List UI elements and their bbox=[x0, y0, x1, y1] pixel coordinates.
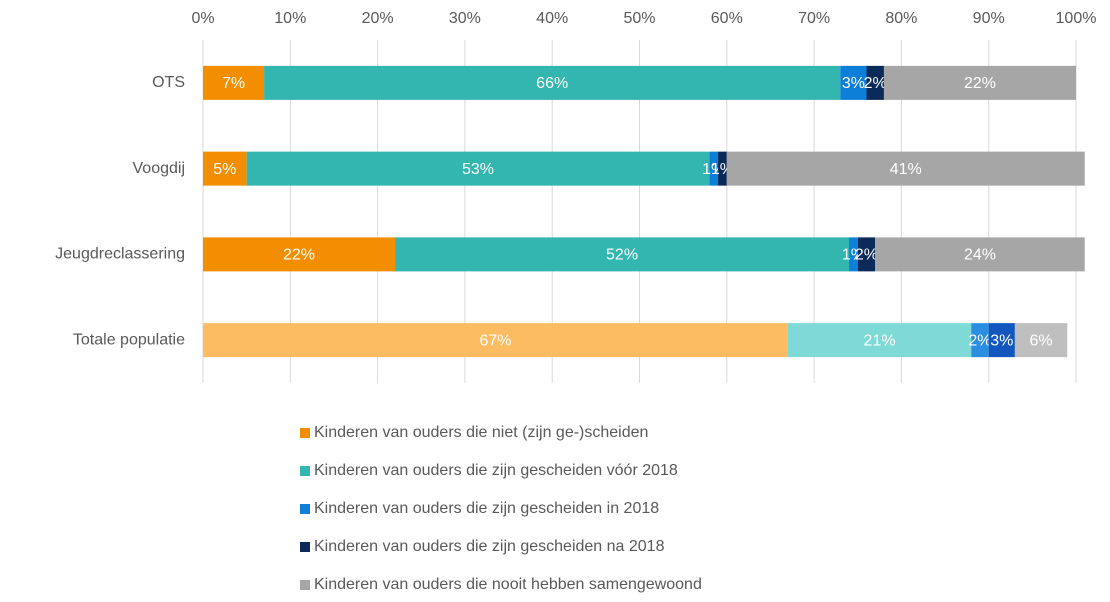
legend-label: Kinderen van ouders die niet (zijn ge-)s… bbox=[314, 424, 648, 441]
bar-segment bbox=[849, 237, 858, 272]
x-tick-label: 0% bbox=[191, 10, 214, 27]
legend-swatch bbox=[300, 542, 310, 552]
bar-segment bbox=[875, 237, 1085, 272]
data-label: 3% bbox=[990, 332, 1013, 349]
bar-segment bbox=[787, 323, 972, 358]
x-tick-label: 30% bbox=[449, 10, 481, 27]
bar-segment bbox=[264, 65, 841, 100]
data-label: 41% bbox=[890, 161, 922, 178]
x-tick-label: 50% bbox=[623, 10, 655, 27]
bar-segment bbox=[840, 65, 867, 100]
legend-swatch bbox=[300, 428, 310, 438]
bar-segment bbox=[883, 65, 1076, 100]
data-label: 21% bbox=[864, 332, 896, 349]
legend-swatch bbox=[300, 466, 310, 476]
data-label: 53% bbox=[462, 161, 494, 178]
bar-segment bbox=[709, 151, 719, 186]
data-label: 22% bbox=[964, 75, 996, 92]
x-tick-label: 60% bbox=[711, 10, 743, 27]
data-label: 7% bbox=[222, 75, 245, 92]
legend-swatch bbox=[300, 580, 310, 590]
x-tick-label: 100% bbox=[1056, 10, 1097, 27]
y-tick-label: OTS bbox=[152, 74, 185, 91]
data-label: 52% bbox=[606, 247, 638, 264]
y-tick-label: Voogdij bbox=[133, 160, 186, 177]
legend-swatch bbox=[300, 504, 310, 514]
bar-segment bbox=[203, 237, 396, 272]
legend-label: Kinderen van ouders die zijn gescheiden … bbox=[314, 538, 665, 555]
bar-segment bbox=[866, 65, 884, 100]
bar-segment bbox=[857, 237, 876, 272]
legend-label: Kinderen van ouders die nooit hebben sam… bbox=[314, 576, 702, 593]
x-tick-label: 80% bbox=[885, 10, 917, 27]
legend-label: Kinderen van ouders die zijn gescheiden … bbox=[314, 500, 659, 517]
bar-segment bbox=[726, 151, 1085, 186]
bar-segment bbox=[203, 323, 788, 358]
bar-segment bbox=[971, 323, 989, 358]
bar-segment bbox=[246, 151, 710, 186]
bar-segment bbox=[1014, 323, 1068, 358]
data-label: 6% bbox=[1030, 332, 1053, 349]
bar-segment bbox=[203, 65, 265, 100]
data-label: 5% bbox=[213, 161, 236, 178]
data-label: 22% bbox=[283, 247, 315, 264]
y-tick-label: Jeugdreclassering bbox=[55, 246, 185, 263]
x-tick-label: 10% bbox=[274, 10, 306, 27]
bar-segment bbox=[203, 151, 247, 186]
data-label: 66% bbox=[536, 75, 568, 92]
x-tick-label: 90% bbox=[973, 10, 1005, 27]
y-tick-label: Totale populatie bbox=[73, 331, 185, 348]
data-label: 2% bbox=[864, 75, 887, 92]
bar-segment bbox=[988, 323, 1015, 358]
data-label: 2% bbox=[855, 247, 878, 264]
legend-label: Kinderen van ouders die zijn gescheiden … bbox=[314, 462, 678, 479]
x-tick-label: 20% bbox=[362, 10, 394, 27]
bar-segment bbox=[718, 151, 727, 186]
bar-segment bbox=[395, 237, 850, 272]
x-tick-label: 70% bbox=[798, 10, 830, 27]
data-label: 3% bbox=[842, 75, 865, 92]
data-label: 67% bbox=[479, 332, 511, 349]
x-tick-label: 40% bbox=[536, 10, 568, 27]
data-label: 2% bbox=[968, 332, 991, 349]
data-label: 24% bbox=[964, 247, 996, 264]
